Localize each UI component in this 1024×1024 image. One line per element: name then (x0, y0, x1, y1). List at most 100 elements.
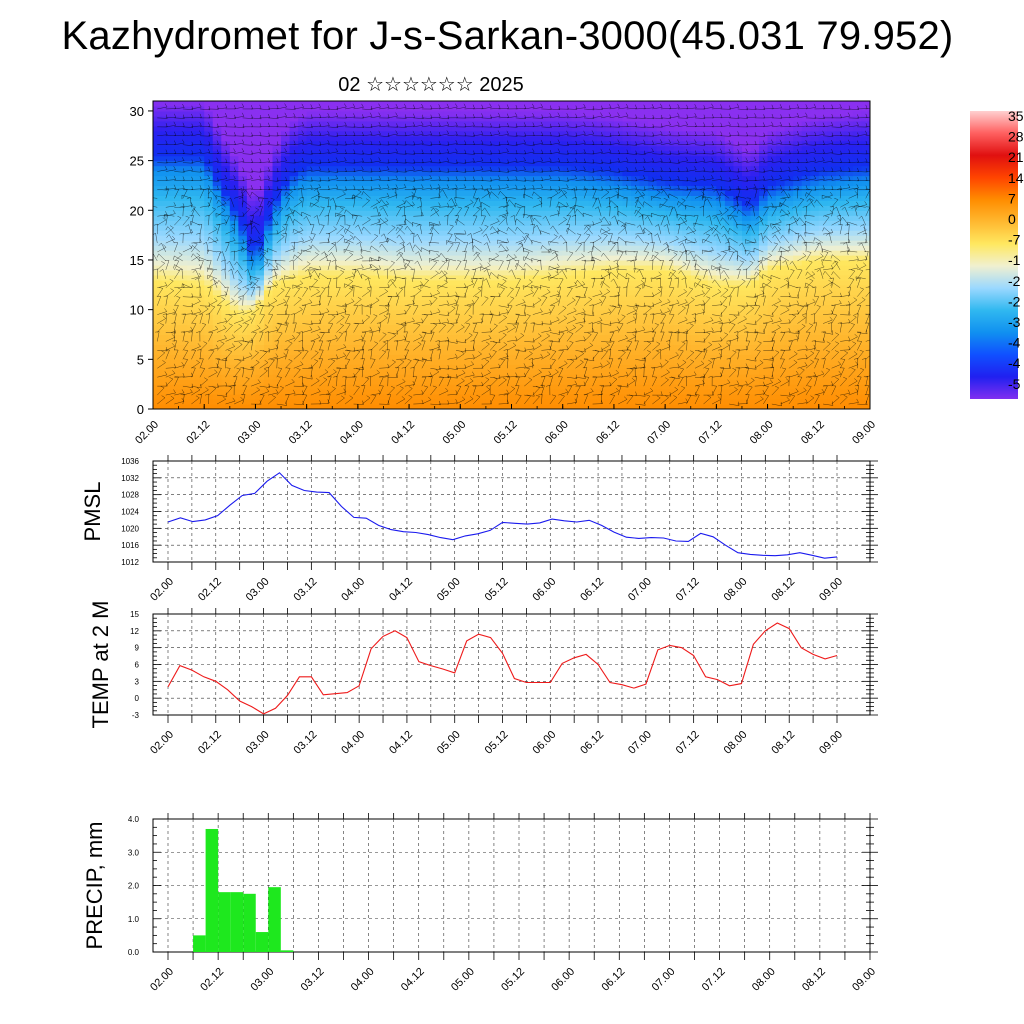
heatmap-cell (204, 115, 214, 122)
heatmap-cell (605, 349, 615, 355)
heatmap-cell (759, 344, 769, 350)
heatmap-cell (366, 210, 376, 216)
heatmap-cell (759, 125, 769, 132)
heatmap-cell (656, 294, 666, 301)
heatmap-cell (357, 349, 367, 355)
heatmap-cell (545, 334, 555, 341)
heatmap-cell (545, 394, 555, 400)
heatmap-cell (170, 140, 180, 147)
heatmap-cell (545, 294, 555, 301)
heatmap-cell (383, 334, 393, 341)
heatmap-cell (349, 170, 359, 177)
heatmap-cell (827, 255, 837, 261)
heatmap-cell (528, 284, 538, 291)
heatmap-cell (827, 235, 837, 241)
heatmap-cell (648, 344, 658, 350)
heatmap-cell (485, 115, 496, 122)
heatmap-cell (690, 115, 700, 122)
heatmap-cell (178, 334, 188, 341)
heatmap-cell (588, 379, 598, 385)
heatmap-cell (153, 165, 163, 172)
heatmap-cell (392, 215, 402, 221)
heatmap-cell (656, 215, 666, 221)
heatmap-cell (588, 220, 598, 226)
heatmap-cell (741, 145, 752, 152)
heatmap-cell (639, 354, 649, 360)
heatmap-cell (579, 344, 589, 350)
heatmap-cell (315, 279, 325, 286)
heatmap-cell (204, 339, 214, 346)
heatmap-cell (298, 324, 308, 331)
heatmap-cell (229, 349, 239, 355)
heatmap-cell (315, 230, 325, 236)
heatmap-cell (793, 255, 803, 261)
heatmap-cell (639, 110, 649, 117)
heatmap-cell (306, 334, 316, 341)
heatmap-cell (827, 175, 837, 182)
heatmap-cell (426, 245, 436, 251)
heatmap-cell (238, 175, 248, 182)
heatmap-cell (502, 125, 513, 132)
heatmap-cell (409, 101, 419, 107)
heatmap-cell (759, 250, 769, 256)
heatmap-cell (400, 309, 410, 316)
heatmap-cell (238, 369, 248, 375)
heatmap-cell (383, 215, 393, 221)
heatmap-cell (554, 135, 564, 142)
heatmap-cell (494, 394, 504, 400)
heatmap-cell (767, 245, 777, 251)
heatmap-cell (374, 299, 385, 306)
heatmap-cell (281, 304, 291, 311)
heatmap-cell (417, 255, 427, 261)
heatmap-cell (562, 130, 572, 137)
heatmap-cell (195, 349, 205, 355)
heatmap-cell (750, 170, 760, 177)
heatmap-cell (656, 125, 666, 132)
heatmap-cell (460, 399, 470, 405)
heatmap-cell (562, 190, 572, 196)
heatmap-cell (631, 230, 641, 236)
heatmap-cell (272, 135, 282, 142)
heatmap-cell (750, 190, 760, 196)
heatmap-cell (238, 324, 248, 331)
heatmap-cell (153, 170, 163, 177)
heatmap-cell (759, 180, 769, 187)
heatmap-cell (776, 399, 786, 405)
heatmap-cell (443, 165, 453, 172)
heatmap-cell (477, 165, 487, 172)
heatmap-cell (528, 115, 538, 122)
heatmap-cell (656, 359, 666, 365)
heatmap-cell (511, 349, 521, 355)
heatmap-cell (477, 170, 487, 177)
heatmap-cell (170, 180, 180, 187)
heatmap-cell (332, 344, 342, 350)
heatmap-cell (187, 259, 197, 266)
heatmap-cell (434, 404, 444, 409)
heatmap-cell (400, 289, 410, 296)
heatmap-cell (502, 344, 513, 350)
heatmap-cell (579, 185, 589, 192)
heatmap-cell (161, 379, 171, 385)
heatmap-cell (153, 180, 163, 187)
heatmap-cell (298, 309, 308, 316)
heatmap-cell (195, 339, 205, 346)
heatmap-cell (801, 235, 811, 241)
heatmap-cell (699, 255, 709, 261)
heatmap-cell (827, 220, 837, 226)
heatmap-cell (648, 205, 658, 211)
heatmap-cell (178, 309, 188, 316)
heatmap-cell (537, 155, 547, 162)
heatmap-cell (323, 379, 333, 385)
heatmap-cell (392, 259, 402, 266)
heatmap-cell (451, 259, 461, 266)
heatmap-cell (818, 289, 828, 296)
heatmap-cell (784, 354, 794, 360)
heatmap-cell (434, 225, 444, 231)
heatmap-cell (579, 389, 589, 395)
heatmap-cell (187, 299, 197, 306)
heatmap-cell (793, 180, 803, 187)
heatmap-cell (520, 384, 530, 390)
heatmap-cell (793, 210, 803, 216)
heatmap-cell (571, 110, 581, 117)
heatmap-cell (690, 339, 700, 346)
